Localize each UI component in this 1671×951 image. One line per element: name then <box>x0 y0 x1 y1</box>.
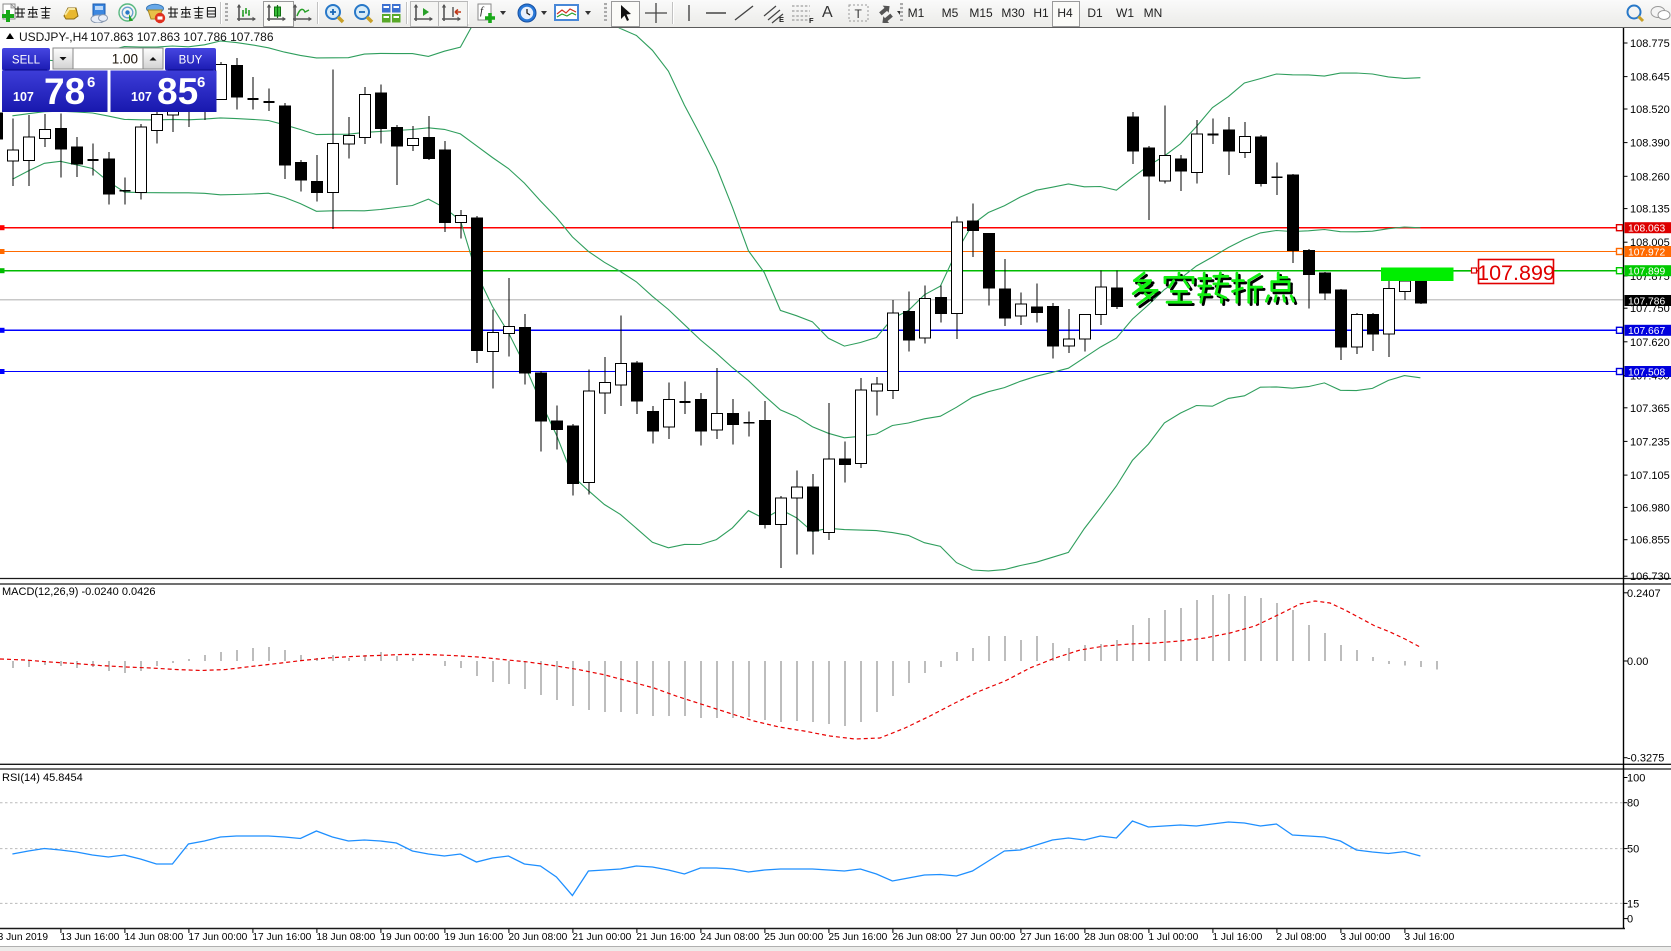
svg-text:106.980: 106.980 <box>1630 502 1670 514</box>
svg-text:17 Jun 16:00: 17 Jun 16:00 <box>252 932 311 943</box>
svg-text:T: T <box>855 7 863 21</box>
svg-text:26 Jun 08:00: 26 Jun 08:00 <box>892 932 951 943</box>
svg-text:27 Jun 00:00: 27 Jun 00:00 <box>956 932 1015 943</box>
svg-text:6: 6 <box>197 74 205 91</box>
svg-text:15: 15 <box>1627 898 1639 910</box>
svg-text:50: 50 <box>1627 844 1639 856</box>
svg-text:1.00: 1.00 <box>112 52 138 67</box>
svg-text:USDJPY-,H4: USDJPY-,H4 <box>19 30 88 44</box>
svg-text:25 Jun 16:00: 25 Jun 16:00 <box>828 932 887 943</box>
svg-text:107.667: 107.667 <box>1628 326 1665 337</box>
svg-text:21 Jun 16:00: 21 Jun 16:00 <box>636 932 695 943</box>
svg-text:RSI(14) 45.8454: RSI(14) 45.8454 <box>2 772 83 784</box>
svg-text:27 Jun 16:00: 27 Jun 16:00 <box>1020 932 1079 943</box>
svg-text:f: f <box>480 5 485 17</box>
svg-text:2 Jul 08:00: 2 Jul 08:00 <box>1276 932 1326 943</box>
svg-text:85: 85 <box>157 71 198 112</box>
svg-text:13 Jun 16:00: 13 Jun 16:00 <box>60 932 119 943</box>
svg-text:13 Jun 2019: 13 Jun 2019 <box>0 932 48 943</box>
svg-text:19 Jun 16:00: 19 Jun 16:00 <box>444 932 503 943</box>
svg-text:108.260: 108.260 <box>1630 171 1670 183</box>
svg-text:24 Jun 08:00: 24 Jun 08:00 <box>700 932 759 943</box>
svg-text:3 Jul 00:00: 3 Jul 00:00 <box>1340 932 1390 943</box>
svg-text:BUY: BUY <box>179 55 203 67</box>
svg-text:108.063: 108.063 <box>1628 224 1665 235</box>
svg-text:-0.3275: -0.3275 <box>1627 753 1664 765</box>
svg-text:106.855: 106.855 <box>1630 535 1670 547</box>
svg-text:0.00: 0.00 <box>1627 656 1648 668</box>
svg-text:107.620: 107.620 <box>1630 337 1670 349</box>
svg-text:25 Jun 00:00: 25 Jun 00:00 <box>764 932 823 943</box>
svg-text:108.390: 108.390 <box>1630 138 1670 150</box>
svg-text:MACD(12,26,9) -0.0240 0.0426: MACD(12,26,9) -0.0240 0.0426 <box>2 586 155 598</box>
svg-text:0.2407: 0.2407 <box>1627 588 1661 600</box>
svg-text:78: 78 <box>44 71 85 112</box>
svg-text:107.863 107.863 107.786 107.78: 107.863 107.863 107.786 107.786 <box>90 30 274 44</box>
svg-text:E: E <box>779 15 784 24</box>
svg-text:21 Jun 00:00: 21 Jun 00:00 <box>572 932 631 943</box>
svg-text:1 Jul 16:00: 1 Jul 16:00 <box>1212 932 1262 943</box>
svg-text:107.899: 107.899 <box>1628 267 1665 278</box>
svg-text:107.105: 107.105 <box>1630 470 1670 482</box>
svg-text:80: 80 <box>1627 798 1639 810</box>
svg-text:0: 0 <box>1627 914 1633 926</box>
svg-text:108.520: 108.520 <box>1630 104 1670 116</box>
svg-text:108.645: 108.645 <box>1630 72 1670 84</box>
svg-text:106.730: 106.730 <box>1630 571 1670 583</box>
svg-text:107.365: 107.365 <box>1630 403 1670 415</box>
svg-text:107.750: 107.750 <box>1630 303 1670 315</box>
svg-text:107.899: 107.899 <box>1477 261 1555 285</box>
svg-text:107: 107 <box>13 90 34 104</box>
svg-text:SELL: SELL <box>12 55 41 67</box>
svg-text:6: 6 <box>87 74 95 91</box>
svg-text:108.775: 108.775 <box>1630 38 1670 50</box>
svg-text:18 Jun 08:00: 18 Jun 08:00 <box>316 932 375 943</box>
svg-text:107.786: 107.786 <box>1628 296 1665 307</box>
svg-text:20 Jun 08:00: 20 Jun 08:00 <box>508 932 567 943</box>
svg-text:1 Jul 00:00: 1 Jul 00:00 <box>1148 932 1198 943</box>
svg-text:19 Jun 00:00: 19 Jun 00:00 <box>380 932 439 943</box>
svg-text:107.972: 107.972 <box>1628 247 1665 258</box>
svg-text:17 Jun 00:00: 17 Jun 00:00 <box>188 932 247 943</box>
svg-text:3 Jul 16:00: 3 Jul 16:00 <box>1404 932 1454 943</box>
svg-text:108.135: 108.135 <box>1630 204 1670 216</box>
svg-text:F: F <box>809 16 814 24</box>
svg-text:28 Jun 08:00: 28 Jun 08:00 <box>1084 932 1143 943</box>
svg-text:107.235: 107.235 <box>1630 436 1670 448</box>
svg-text:107.508: 107.508 <box>1628 367 1665 378</box>
svg-text:107: 107 <box>131 90 152 104</box>
svg-text:100: 100 <box>1627 773 1645 785</box>
svg-text:14 Jun 08:00: 14 Jun 08:00 <box>124 932 183 943</box>
